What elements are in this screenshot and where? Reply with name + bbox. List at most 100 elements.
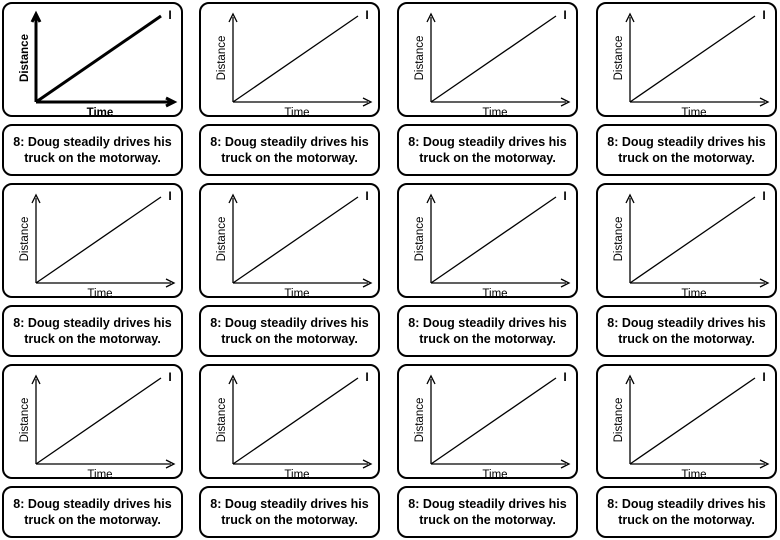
graph-card: Time Distance I: [596, 183, 777, 300]
x-axis-label: Time: [681, 469, 706, 481]
motion-line: [35, 196, 162, 284]
caption-text: 8: Doug steadily drives his truck on the …: [210, 496, 370, 528]
motion-line: [232, 196, 359, 284]
y-axis-arrowhead: [625, 193, 635, 204]
x-axis-label: Time: [87, 107, 114, 119]
x-axis-arrowhead: [759, 278, 770, 288]
caption-line-2: truck on the motorway.: [419, 151, 556, 165]
y-axis-label: Distance: [19, 398, 31, 443]
y-axis-arrowhead: [426, 374, 436, 385]
caption-text: 8: Doug steadily drives his truck on the …: [607, 134, 767, 166]
x-axis-label: Time: [482, 288, 507, 300]
graph-card: Time Distance I: [2, 2, 183, 119]
distance-time-graph: Time Distance I: [19, 8, 178, 119]
y-axis-arrowhead: [625, 12, 635, 23]
y-axis-label: Distance: [216, 217, 228, 262]
line-id-label: I: [365, 189, 368, 203]
caption-card: 8: Doug steadily drives his truck on the …: [596, 486, 777, 538]
distance-time-graph: Time Distance I: [613, 189, 770, 300]
x-axis-arrowhead: [165, 459, 176, 469]
distance-time-graph: Time Distance I: [414, 8, 571, 119]
motion-line: [629, 15, 756, 103]
graph-card: Time Distance I: [2, 183, 183, 300]
caption-line-1: 8: Doug steadily drives his: [607, 497, 766, 511]
caption-text: 8: Doug steadily drives his truck on the …: [13, 134, 173, 166]
distance-time-graph: Time Distance I: [613, 8, 770, 119]
y-axis-arrowhead: [625, 374, 635, 385]
caption-line-1: 8: Doug steadily drives his: [210, 497, 369, 511]
caption-text: 8: Doug steadily drives his truck on the …: [210, 315, 370, 347]
y-axis-label: Distance: [19, 34, 31, 82]
line-id-label: I: [563, 370, 566, 384]
motion-line: [430, 196, 557, 284]
motion-line: [35, 14, 162, 104]
line-id-label: I: [168, 8, 171, 22]
line-id-label: I: [168, 370, 171, 384]
caption-line-2: truck on the motorway.: [618, 332, 755, 346]
caption-line-2: truck on the motorway.: [618, 151, 755, 165]
line-id-label: I: [365, 370, 368, 384]
caption-line-1: 8: Doug steadily drives his: [408, 316, 567, 330]
x-axis-label: Time: [681, 288, 706, 300]
distance-time-graph: Time Distance I: [19, 189, 176, 300]
caption-line-1: 8: Doug steadily drives his: [13, 316, 172, 330]
graph-card: Time Distance I: [199, 183, 380, 300]
x-axis-arrowhead: [362, 278, 373, 288]
caption-line-1: 8: Doug steadily drives his: [210, 135, 369, 149]
line-id-label: I: [762, 189, 765, 203]
caption-text: 8: Doug steadily drives his truck on the …: [607, 496, 767, 528]
caption-line-2: truck on the motorway.: [221, 332, 358, 346]
graph-card: Time Distance I: [397, 2, 578, 119]
line-id-label: I: [762, 370, 765, 384]
caption-card: 8: Doug steadily drives his truck on the …: [397, 486, 578, 538]
motion-line: [629, 196, 756, 284]
caption-line-1: 8: Doug steadily drives his: [210, 316, 369, 330]
graph-card: Time Distance I: [2, 364, 183, 481]
caption-card: 8: Doug steadily drives his truck on the …: [397, 124, 578, 176]
motion-line: [629, 377, 756, 465]
y-axis-arrowhead: [30, 10, 42, 23]
line-id-label: I: [762, 8, 765, 22]
caption-line-2: truck on the motorway.: [221, 513, 358, 527]
graph-card: Time Distance I: [596, 2, 777, 119]
line-id-label: I: [168, 189, 171, 203]
caption-card: 8: Doug steadily drives his truck on the …: [2, 124, 183, 176]
y-axis-arrowhead: [426, 193, 436, 204]
caption-card: 8: Doug steadily drives his truck on the …: [2, 486, 183, 538]
x-axis-label: Time: [284, 288, 309, 300]
caption-line-1: 8: Doug steadily drives his: [408, 135, 567, 149]
x-axis-arrowhead: [759, 459, 770, 469]
caption-line-2: truck on the motorway.: [24, 513, 161, 527]
x-axis-arrowhead: [165, 278, 176, 288]
motion-line: [232, 377, 359, 465]
distance-time-graph: Time Distance I: [414, 370, 571, 481]
caption-card: 8: Doug steadily drives his truck on the …: [397, 305, 578, 357]
x-axis-label: Time: [482, 107, 507, 119]
x-axis-arrowhead: [560, 278, 571, 288]
caption-line-2: truck on the motorway.: [221, 151, 358, 165]
caption-text: 8: Doug steadily drives his truck on the …: [607, 315, 767, 347]
caption-line-2: truck on the motorway.: [24, 151, 161, 165]
x-axis-arrowhead: [362, 459, 373, 469]
y-axis-arrowhead: [228, 374, 238, 385]
caption-text: 8: Doug steadily drives his truck on the …: [408, 134, 568, 166]
motion-line: [430, 15, 557, 103]
y-axis-label: Distance: [613, 398, 625, 443]
caption-text: 8: Doug steadily drives his truck on the …: [408, 315, 568, 347]
motion-line: [35, 377, 162, 465]
y-axis-label: Distance: [414, 217, 426, 262]
distance-time-graph: Time Distance I: [216, 370, 373, 481]
graph-card: Time Distance I: [199, 364, 380, 481]
caption-card: 8: Doug steadily drives his truck on the …: [2, 305, 183, 357]
caption-card: 8: Doug steadily drives his truck on the …: [596, 124, 777, 176]
x-axis-label: Time: [87, 469, 112, 481]
caption-line-2: truck on the motorway.: [24, 332, 161, 346]
y-axis-label: Distance: [414, 398, 426, 443]
y-axis-arrowhead: [31, 193, 41, 204]
y-axis-arrowhead: [228, 193, 238, 204]
caption-line-2: truck on the motorway.: [618, 513, 755, 527]
y-axis-arrowhead: [228, 12, 238, 23]
caption-text: 8: Doug steadily drives his truck on the …: [408, 496, 568, 528]
y-axis-label: Distance: [414, 36, 426, 81]
